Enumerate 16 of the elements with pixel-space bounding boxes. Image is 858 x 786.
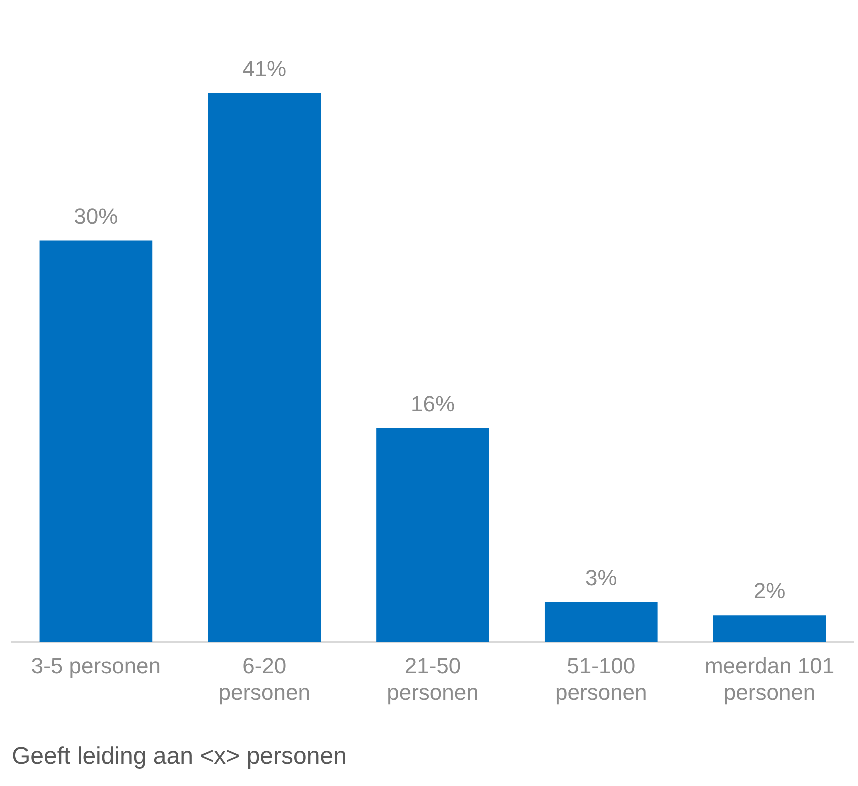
bar: [713, 616, 826, 642]
data-label: 30%: [74, 204, 118, 229]
data-label: 41%: [242, 56, 287, 82]
x-tick-label: 6-20 personen: [218, 654, 310, 706]
x-tick-label: 21-50 personen: [387, 654, 479, 706]
x-tick-label: meerdan 101 personen: [704, 654, 835, 706]
data-label: 2%: [754, 578, 786, 604]
x-axis-title: Geeft leiding aan <x> personen: [12, 743, 347, 770]
data-label: 3%: [586, 565, 618, 590]
x-tick-label: 3-5 personen: [31, 654, 162, 679]
bar: [544, 602, 658, 642]
bar: [376, 428, 490, 642]
x-tick-label: 51-100 personen: [556, 654, 648, 706]
data-label: 16%: [410, 391, 456, 416]
bar: [40, 240, 153, 642]
bar: [208, 94, 322, 642]
